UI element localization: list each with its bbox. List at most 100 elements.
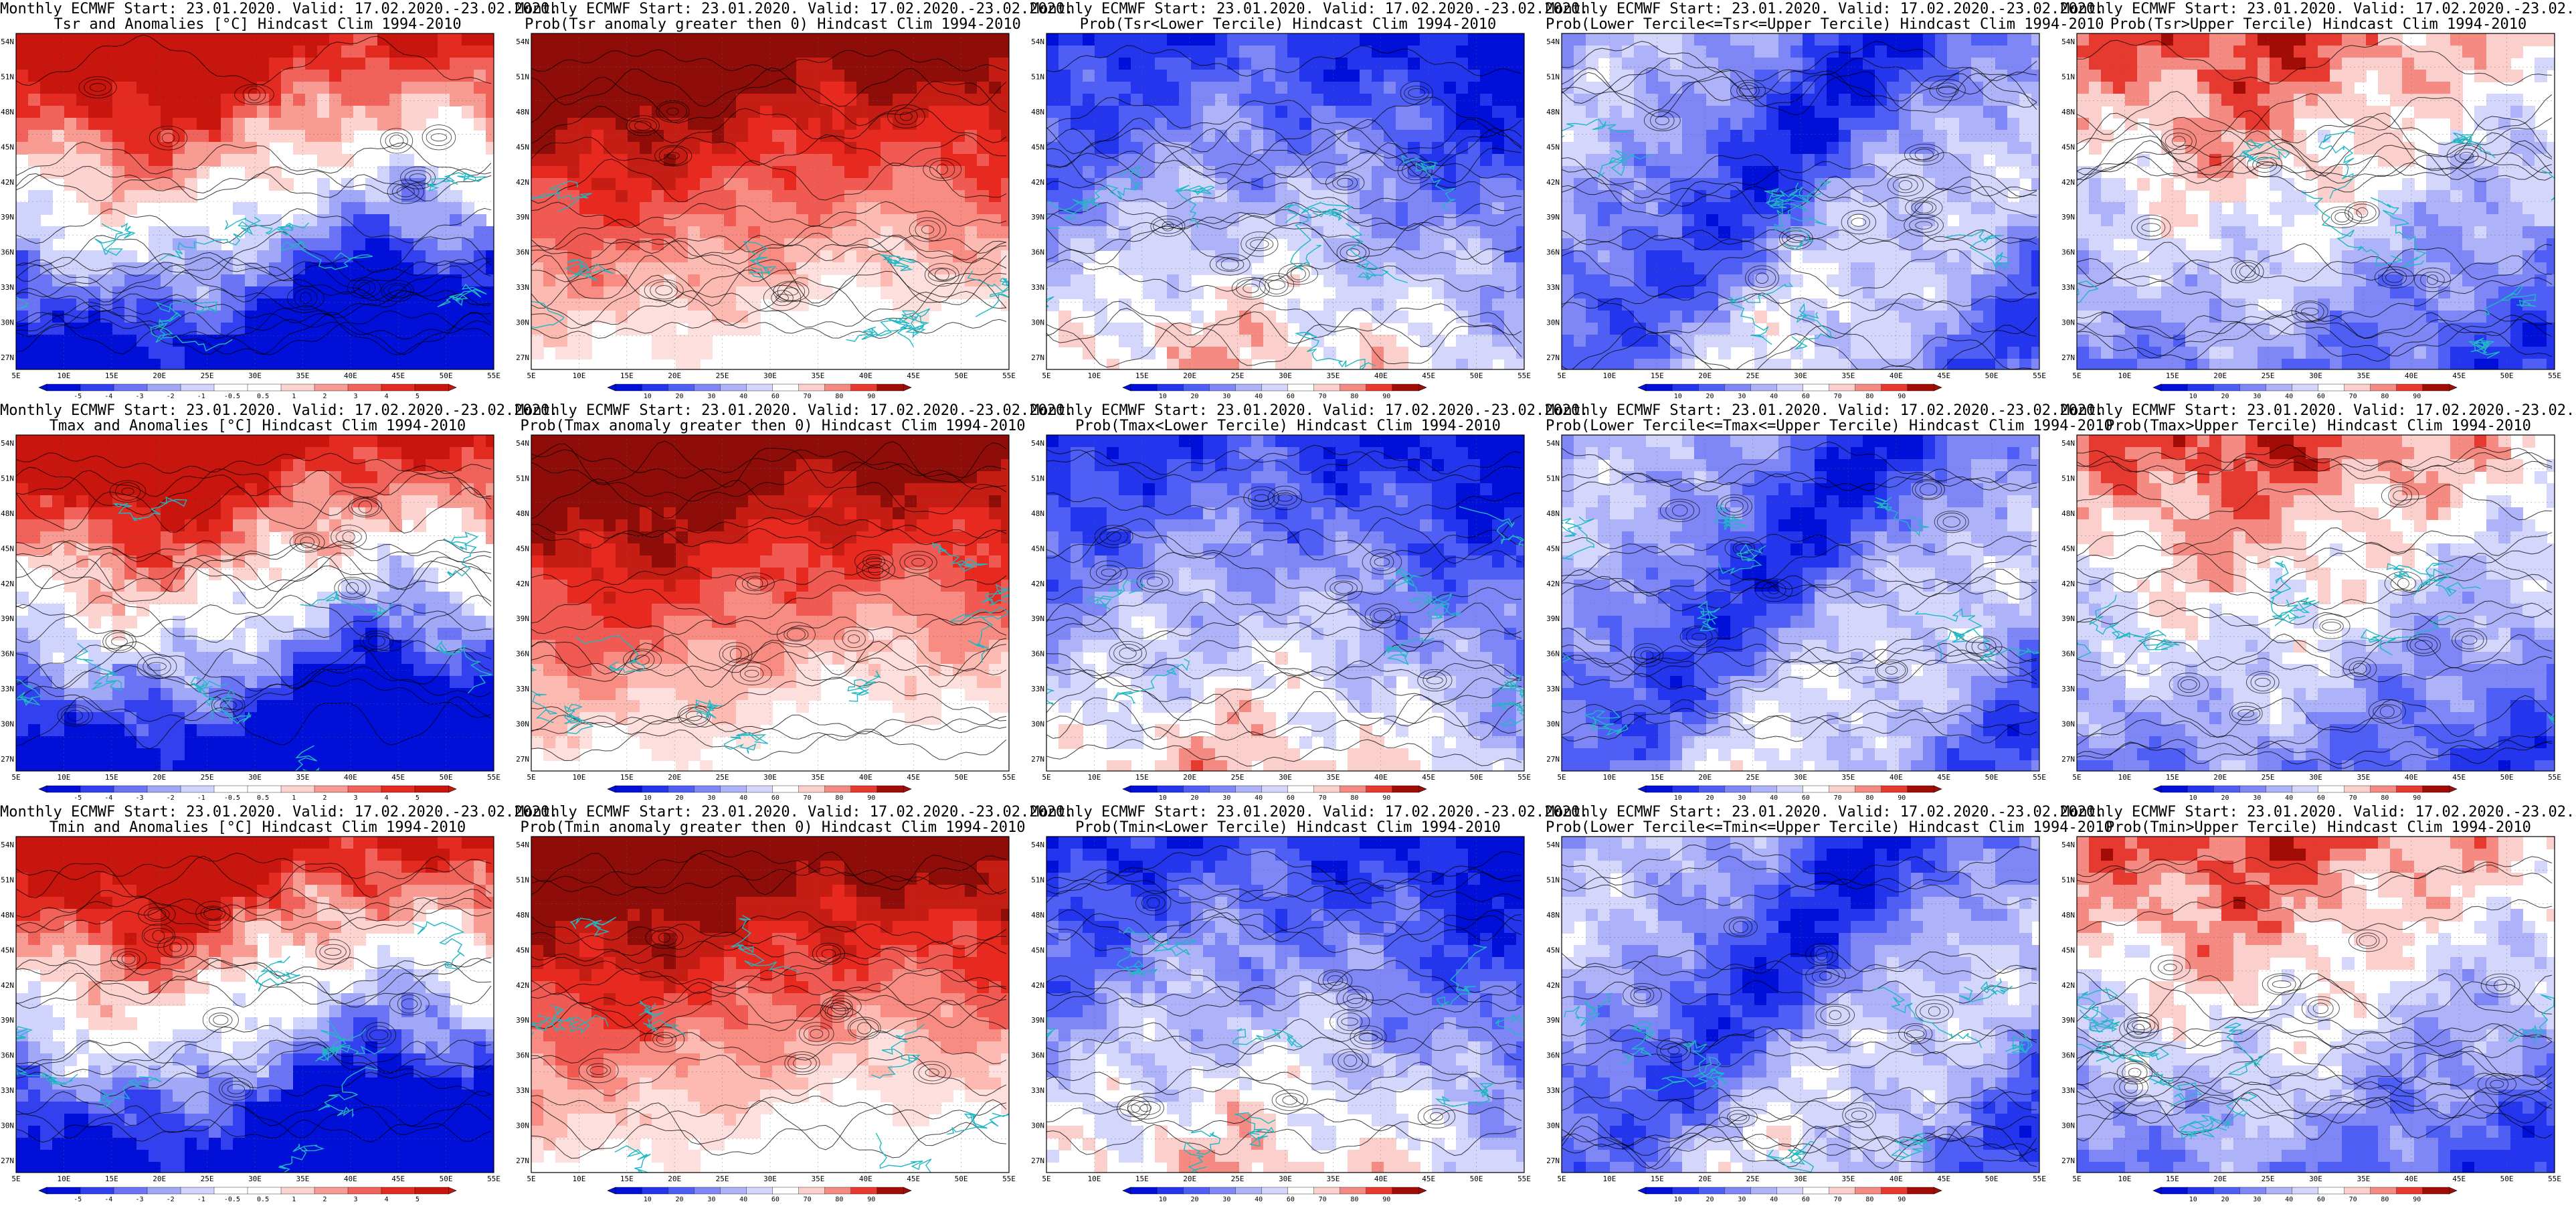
lat-label: 45N (1546, 143, 1560, 151)
lat-label: 48N (516, 509, 529, 518)
lat-label: 51N (2061, 72, 2075, 81)
lon-label: 55E (487, 371, 500, 380)
lon-label: 35E (1326, 1175, 1340, 1183)
colorbar-tick-label: 30 (707, 1196, 715, 1203)
lon-label: 45E (391, 1175, 405, 1183)
lon-label: 45E (2452, 1175, 2466, 1183)
colorbar-tick-label: -0.5 (224, 1196, 240, 1203)
colorbar-tick-label: 4 (385, 393, 389, 400)
lat-label: 27N (1031, 1156, 1044, 1165)
colorbar-tick-label: 70 (804, 393, 812, 400)
lat-label: 42N (2061, 981, 2075, 990)
lat-label: 36N (516, 248, 529, 257)
lon-label: 15E (105, 1175, 118, 1183)
colorbar-tick-label: 30 (707, 393, 715, 400)
lat-label: 27N (2061, 755, 2075, 764)
lat-label: 30N (1031, 1122, 1044, 1130)
lon-label: 35E (1326, 371, 1340, 380)
lon-label: 45E (2452, 371, 2466, 380)
colorbar-tick-label: 90 (1382, 794, 1390, 802)
lon-label: 30E (248, 371, 262, 380)
colorbar-tick-label: 10 (1159, 1196, 1167, 1203)
lat-label: 39N (2061, 614, 2075, 623)
lat-label: 30N (1031, 319, 1044, 327)
colorbar-tick-label: 2 (323, 794, 327, 802)
lat-label: 30N (1546, 319, 1560, 327)
lon-label: 30E (763, 371, 777, 380)
lat-label: 30N (2061, 1122, 2075, 1130)
lon-label: 5E (2072, 1175, 2081, 1183)
colorbar-tick-label: 90 (2413, 393, 2421, 400)
colorbar-tick-label: 90 (1898, 1196, 1906, 1203)
lat-label: 27N (1031, 353, 1044, 362)
lat-label: 36N (516, 650, 529, 659)
colorbar-tick-label: 40 (739, 1196, 747, 1203)
colorbar-tick-label: 3 (354, 393, 358, 400)
lat-label: 48N (2061, 509, 2075, 518)
lon-label: 10E (57, 1175, 70, 1183)
lon-label: 35E (811, 371, 824, 380)
lat-label: 42N (1031, 981, 1044, 990)
lon-label: 25E (201, 371, 214, 380)
lat-label: 27N (516, 755, 529, 764)
lat-label: 51N (1, 72, 14, 81)
lat-label: 33N (2061, 283, 2075, 292)
colorbar-tick-label: 60 (771, 1196, 779, 1203)
lon-label: 25E (201, 773, 214, 782)
lon-label: 25E (1746, 773, 1760, 782)
lat-label: 39N (516, 1016, 529, 1025)
lat-label: 42N (2061, 178, 2075, 187)
lat-label: 33N (516, 1086, 529, 1095)
colorbar-tick-label: 60 (2317, 1196, 2325, 1203)
lat-label: 51N (2061, 474, 2075, 483)
lon-label: 30E (2309, 371, 2322, 380)
colorbar-tick-label: 60 (1802, 794, 1810, 802)
lat-label: 30N (516, 319, 529, 327)
map-panel: Monthly ECMWF Start: 23.01.2020. Valid: … (1030, 803, 1546, 1205)
colorbar-tick-label: 70 (2349, 393, 2357, 400)
lon-label: 5E (527, 773, 535, 782)
lat-label: 45N (1031, 143, 1044, 151)
colorbar-tick-label: 20 (2221, 1196, 2229, 1203)
lon-label: 40E (1374, 773, 1388, 782)
lat-label: 48N (1546, 108, 1560, 116)
colorbar-tick-label: 20 (1191, 1196, 1199, 1203)
lon-label: 15E (2166, 1175, 2179, 1183)
lon-label: 45E (391, 773, 405, 782)
colorbar-tick-label: 90 (867, 1196, 875, 1203)
colorbar-tick-label: 5 (416, 393, 420, 400)
lon-label: 15E (1651, 773, 1664, 782)
lon-label: 25E (716, 773, 729, 782)
lon-label: 15E (1651, 1175, 1664, 1183)
lat-label: 54N (516, 439, 529, 448)
colorbar-tick-label: 20 (676, 1196, 684, 1203)
colorbar-tick-label: 70 (804, 1196, 812, 1203)
lat-label: 54N (2061, 439, 2075, 448)
colorbar-tick-label: 80 (1350, 1196, 1358, 1203)
lon-label: 50E (955, 371, 968, 380)
lat-label: 51N (1, 875, 14, 884)
lat-label: 39N (1, 213, 14, 222)
lon-label: 55E (487, 1175, 500, 1183)
lon-label: 20E (153, 773, 166, 782)
colorbar-tick-label: -5 (74, 393, 82, 400)
map-panel: Monthly ECMWF Start: 23.01.2020. Valid: … (1546, 803, 2061, 1205)
lon-label: 30E (1279, 1175, 1292, 1183)
lon-label: 20E (153, 371, 166, 380)
colorbar-tick-label: 80 (835, 393, 843, 400)
colorbar-tick-label: 3 (354, 1196, 358, 1203)
lon-label: 40E (859, 371, 872, 380)
map-panel: Monthly ECMWF Start: 23.01.2020. Valid: … (2061, 402, 2576, 803)
lon-label: 5E (527, 1175, 535, 1183)
lon-label: 20E (1698, 1175, 1712, 1183)
lon-label: 50E (1470, 371, 1483, 380)
